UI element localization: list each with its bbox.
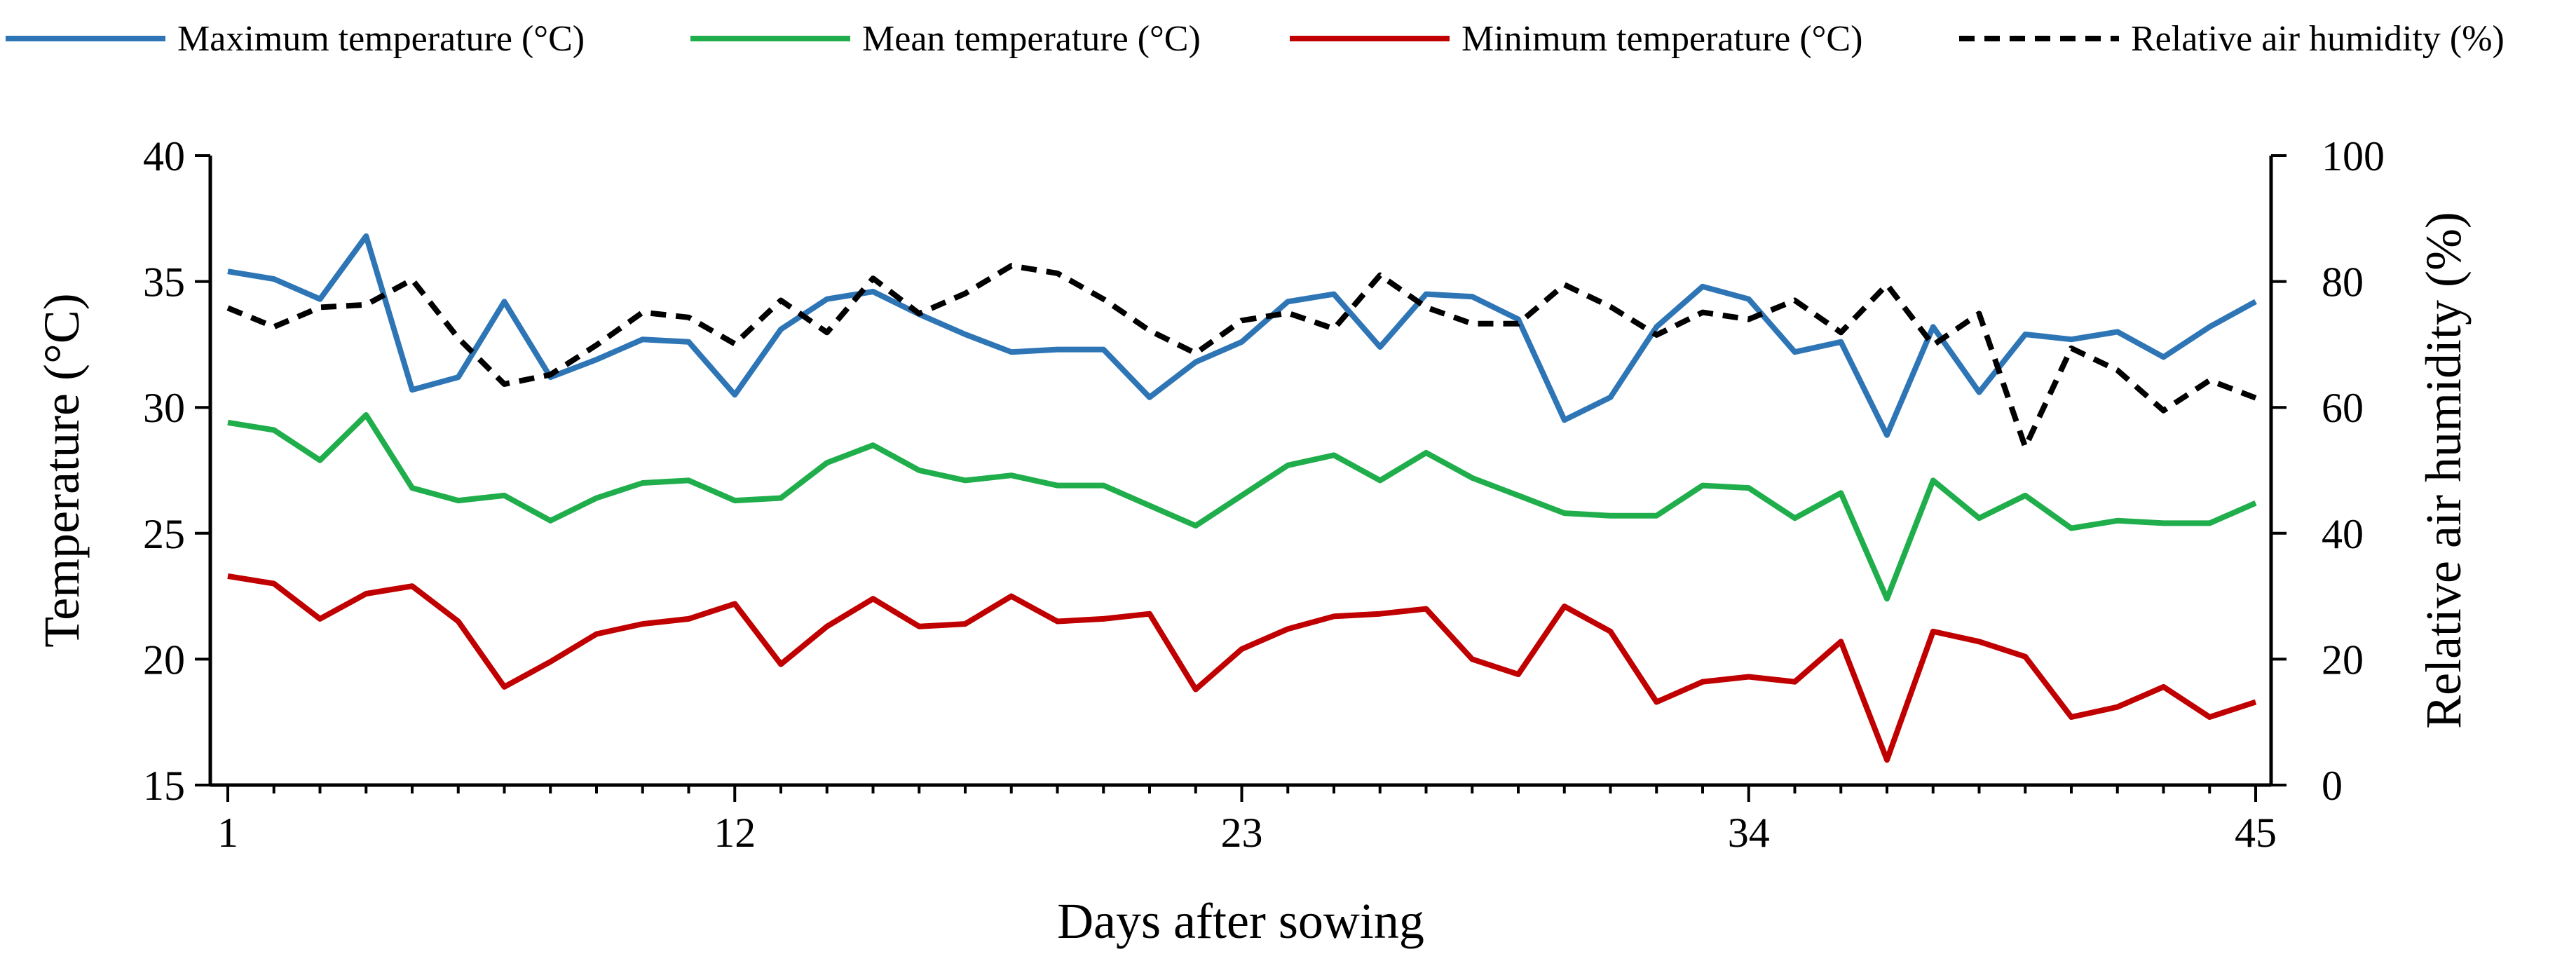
legend-label: Mean temperature (°C)	[862, 19, 1201, 59]
y-tick-label: 25	[143, 511, 185, 557]
y-tick-label: 20	[143, 636, 185, 683]
y-axis-title: Temperature (°C)	[34, 293, 90, 648]
y-tick-label: 35	[143, 259, 185, 306]
legend-item: Minimum temperature (°C)	[1290, 19, 1862, 59]
axes: 15 20 25 30 35 40 0 20 40 60 80 100 1 12 23 34 45	[143, 133, 2385, 856]
series-3-group	[228, 576, 2256, 760]
legend-item: Mean temperature (°C)	[690, 19, 1201, 59]
y2-axis-title: Relative air humidity (%)	[2415, 212, 2472, 729]
y2-tick-label: 100	[2322, 133, 2385, 179]
legend-label: Maximum temperature (°C)	[177, 19, 585, 59]
x-tick-label: 23	[1221, 810, 1263, 856]
legend-label: Relative air humidity (%)	[2131, 19, 2505, 59]
series-line	[228, 236, 2256, 435]
y2-tick-label: 0	[2322, 763, 2343, 809]
series-line	[228, 415, 2256, 599]
legend: Maximum temperature (°C) Mean temperature…	[6, 19, 2505, 59]
series-line	[228, 576, 2256, 760]
series-layer	[228, 236, 2256, 760]
y-tick-label: 15	[143, 763, 185, 809]
x-tick-label: 12	[714, 810, 756, 856]
y2-tick-label: 20	[2322, 636, 2364, 683]
legend-label: Minimum temperature (°C)	[1461, 19, 1862, 59]
y2-tick-label: 80	[2322, 259, 2364, 306]
legend-item: Relative air humidity (%)	[1959, 19, 2505, 59]
series-2-group	[228, 415, 2256, 599]
x-tick-label: 45	[2235, 810, 2277, 856]
x-axis-title: Days after sowing	[1057, 893, 1424, 949]
y2-tick-label: 40	[2322, 511, 2364, 557]
y-tick-label: 40	[143, 133, 185, 179]
y-tick-label: 30	[143, 385, 185, 431]
x-tick-label: 1	[217, 810, 238, 856]
y2-tick-label: 60	[2322, 385, 2364, 431]
x-tick-label: 34	[1728, 810, 1770, 856]
legend-item: Maximum temperature (°C)	[6, 19, 585, 59]
series-1-group	[228, 236, 2256, 435]
